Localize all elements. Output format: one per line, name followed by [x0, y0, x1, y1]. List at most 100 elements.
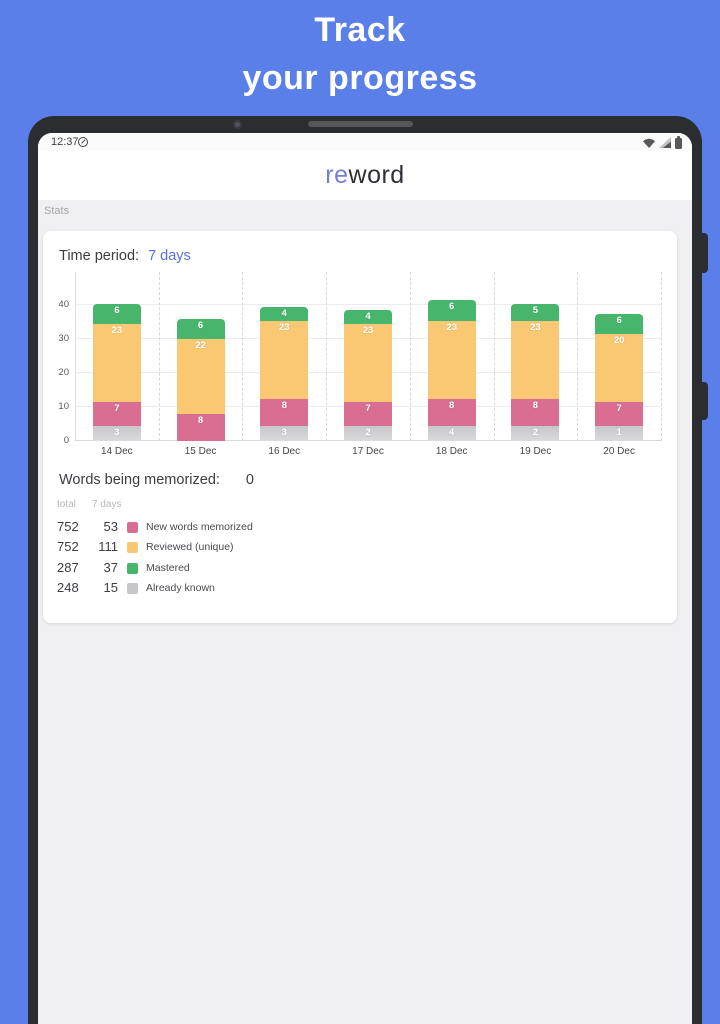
seven-days-value: 53 — [103, 519, 118, 534]
y-tick-label: 40 — [58, 299, 69, 310]
seven-days-value: 111 — [98, 539, 118, 555]
column-separator — [326, 272, 328, 441]
segment-value-label: 6 — [197, 319, 204, 331]
legend-row: 752 111 Reviewed (unique) — [43, 537, 677, 557]
column-separator — [661, 272, 662, 441]
app-logo: reword — [325, 161, 404, 190]
segment-reviewed-unique-: 23 — [260, 320, 309, 399]
segment-value-label: 2 — [532, 427, 539, 438]
front-camera — [233, 120, 242, 129]
segment-value-label: 8 — [449, 399, 455, 411]
cellular-signal-icon — [659, 137, 671, 148]
battery-icon — [675, 136, 682, 149]
legend-label: Already known — [146, 581, 215, 594]
seven-days-value: 37 — [103, 559, 118, 575]
device-volume-button — [697, 233, 708, 273]
speaker-grille — [308, 121, 413, 127]
segment-reviewed-unique-: 23 — [92, 324, 141, 403]
segment-new-words-memorized: 8 — [176, 413, 225, 441]
stats-card: Time period: 7 days 0 10 20 30 40 3 7 23 6 8 22 6 3 8 2… — [43, 231, 677, 623]
segment-mastered: 4 — [260, 307, 309, 321]
col-total: total — [57, 499, 76, 510]
bar-17-dec: 2 7 23 4 — [344, 272, 392, 441]
segment-new-words-memorized: 8 — [427, 398, 476, 426]
app-bar: reword — [38, 151, 692, 200]
gridline-40 — [75, 304, 661, 305]
legend-label: New words memorized — [146, 521, 253, 533]
column-separator — [577, 272, 579, 441]
device-screen: 12:37 reword Stats Time period: 7 days — [38, 133, 692, 1024]
banner-line2: your progress — [242, 59, 478, 97]
segment-value-label: 22 — [195, 340, 206, 352]
segment-already-known: 3 — [92, 426, 141, 441]
seven-days-value: 15 — [103, 579, 118, 595]
segment-new-words-memorized: 7 — [92, 402, 141, 426]
total-value: 248 — [57, 579, 79, 595]
x-tick-label: 15 Dec — [184, 446, 217, 457]
segment-reviewed-unique-: 22 — [176, 339, 225, 414]
y-tick-label: 30 — [58, 333, 69, 344]
y-tick-label: 20 — [58, 367, 69, 378]
segment-value-label: 3 — [281, 427, 287, 438]
stats-section-label: Stats — [44, 205, 70, 217]
segment-new-words-memorized: 8 — [511, 398, 560, 426]
banner-line1: Track — [314, 11, 406, 49]
segment-already-known: 2 — [344, 426, 392, 441]
segment-value-label: 2 — [365, 427, 371, 438]
x-tick-label: 14 Dec — [101, 446, 133, 457]
device-frame: 12:37 reword Stats Time period: 7 days — [28, 116, 702, 1024]
bar-14-dec: 3 7 23 6 — [92, 272, 141, 441]
segment-already-known: 1 — [595, 426, 644, 441]
banner-title: Track your progress — [0, 6, 720, 102]
col-7days: 7 days — [92, 499, 122, 510]
segment-reviewed-unique-: 23 — [511, 320, 560, 399]
segment-value-label: 3 — [114, 427, 120, 438]
segment-value-label: 7 — [616, 403, 622, 415]
segment-value-label: 20 — [613, 335, 625, 347]
legend-color-swatch — [127, 542, 138, 554]
segment-mastered: 4 — [344, 310, 392, 324]
segment-value-label: 8 — [281, 399, 287, 411]
segment-value-label: 8 — [197, 414, 204, 426]
segment-value-label: 23 — [111, 325, 123, 337]
segment-mastered: 6 — [427, 300, 476, 321]
time-period-row: Time period: 7 days — [59, 248, 191, 264]
status-time: 12:37 — [51, 136, 79, 148]
legend-label: Mastered — [146, 561, 190, 574]
legend-row: 752 53 New words memorized — [43, 517, 677, 537]
time-period-value[interactable]: 7 days — [148, 248, 191, 264]
x-tick-label: 17 Dec — [352, 446, 384, 457]
segment-mastered: 6 — [92, 303, 141, 324]
segment-value-label: 23 — [530, 321, 541, 333]
memorized-value: 0 — [245, 472, 254, 488]
memorized-label: Words being memorized: — [59, 472, 220, 488]
column-separator — [158, 272, 160, 441]
total-value: 752 — [57, 539, 79, 555]
bar-20-dec: 1 7 20 6 — [595, 272, 644, 441]
segment-new-words-memorized: 7 — [344, 402, 392, 426]
segment-mastered: 6 — [176, 318, 225, 339]
segment-value-label: 5 — [532, 304, 539, 316]
column-separator — [493, 272, 495, 441]
x-tick-label: 18 Dec — [435, 446, 468, 457]
x-tick-label: 19 Dec — [519, 446, 552, 457]
app-logo-word: word — [348, 161, 405, 189]
y-tick-label: 10 — [58, 401, 69, 412]
segment-value-label: 1 — [616, 427, 622, 438]
column-separator — [409, 272, 411, 441]
segment-already-known: 2 — [511, 426, 560, 441]
segment-value-label: 4 — [365, 311, 371, 323]
segment-new-words-memorized: 7 — [595, 402, 644, 426]
segment-value-label: 23 — [362, 325, 374, 337]
segment-value-label: 23 — [278, 321, 290, 333]
legend-color-swatch — [127, 522, 138, 533]
legend-table-header: total 7 days — [43, 499, 677, 513]
segment-value-label: 8 — [532, 399, 539, 411]
device-power-button — [697, 382, 708, 420]
bar-15-dec: 8 22 6 — [176, 272, 225, 441]
bar-16-dec: 3 8 23 4 — [260, 272, 309, 441]
legend-row: 287 37 Mastered — [43, 558, 677, 578]
segment-value-label: 6 — [616, 314, 622, 326]
total-value: 752 — [57, 519, 79, 534]
segment-reviewed-unique-: 23 — [427, 320, 476, 399]
